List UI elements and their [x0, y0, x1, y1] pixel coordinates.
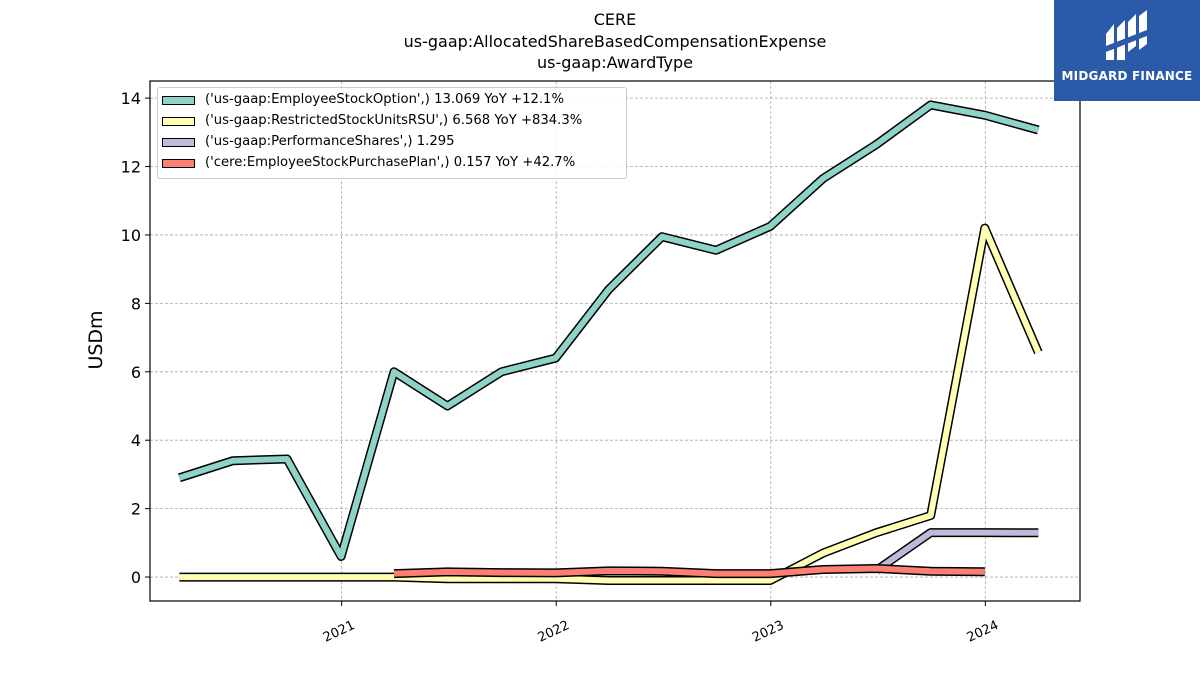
midgard-logo-icon	[1106, 10, 1147, 60]
y-tick-label: 10	[121, 226, 141, 245]
series-line	[179, 225, 1042, 584]
series-0	[178, 100, 1040, 561]
series-1	[179, 223, 1043, 585]
y-tick-label: 14	[121, 89, 141, 108]
chart-subtitle-concept: us-gaap:AllocatedShareBasedCompensationE…	[403, 32, 827, 51]
chart-subtitle-axis: us-gaap:AwardType	[537, 53, 693, 72]
logo-text: MIDGARD FINANCE	[1061, 69, 1193, 83]
chart-title: CERE	[593, 10, 637, 29]
legend-item: ('us-gaap:EmployeeStockOption',) 13.069 …	[158, 91, 624, 111]
chart-legend: ('us-gaap:EmployeeStockOption',) 13.069 …	[157, 87, 627, 179]
x-axis-ticks: 2021 2022 2023 2024	[321, 601, 1001, 646]
midgard-finance-logo: MIDGARD FINANCE	[1054, 0, 1200, 101]
axes-frame	[149, 80, 1081, 602]
y-tick-label: 4	[131, 431, 141, 450]
series-lines	[178, 100, 1043, 585]
y-axis-ticks: 0 2 4 6 8 10 12 14	[121, 89, 150, 587]
y-tick-label: 12	[121, 158, 141, 177]
series-3	[393, 564, 985, 579]
x-tick-label: 2021	[321, 618, 357, 646]
legend-swatch	[162, 96, 195, 105]
legend-item: ('cere:EmployeeStockPurchasePlan',) 0.15…	[158, 154, 624, 174]
legend-label: ('us-gaap:PerformanceShares',) 1.295	[205, 134, 455, 149]
series-line	[393, 565, 985, 577]
legend-label: ('us-gaap:RestrictedStockUnitsRSU',) 6.5…	[205, 113, 583, 128]
legend-item: ('us-gaap:PerformanceShares',) 1.295	[158, 133, 624, 153]
x-tick-label: 2022	[536, 618, 572, 646]
y-tick-label: 6	[131, 363, 141, 382]
y-tick-label: 0	[131, 568, 141, 587]
legend-swatch	[162, 117, 195, 126]
series-2	[874, 528, 1039, 574]
series-line	[874, 529, 1039, 573]
y-tick-label: 2	[131, 500, 141, 519]
x-tick-label: 2023	[750, 618, 786, 646]
legend-label: ('cere:EmployeeStockPurchasePlan',) 0.15…	[205, 155, 576, 170]
y-tick-label: 8	[131, 294, 141, 313]
x-tick-label: 2024	[965, 618, 1001, 646]
legend-swatch	[162, 159, 195, 168]
series-line	[178, 101, 1040, 560]
legend-item: ('us-gaap:RestrictedStockUnitsRSU',) 6.5…	[158, 112, 624, 132]
y-axis-label: USDm	[85, 310, 107, 369]
series-line-outline	[179, 223, 1043, 585]
legend-swatch	[162, 138, 195, 147]
legend-label: ('us-gaap:EmployeeStockOption',) 13.069 …	[205, 92, 564, 107]
